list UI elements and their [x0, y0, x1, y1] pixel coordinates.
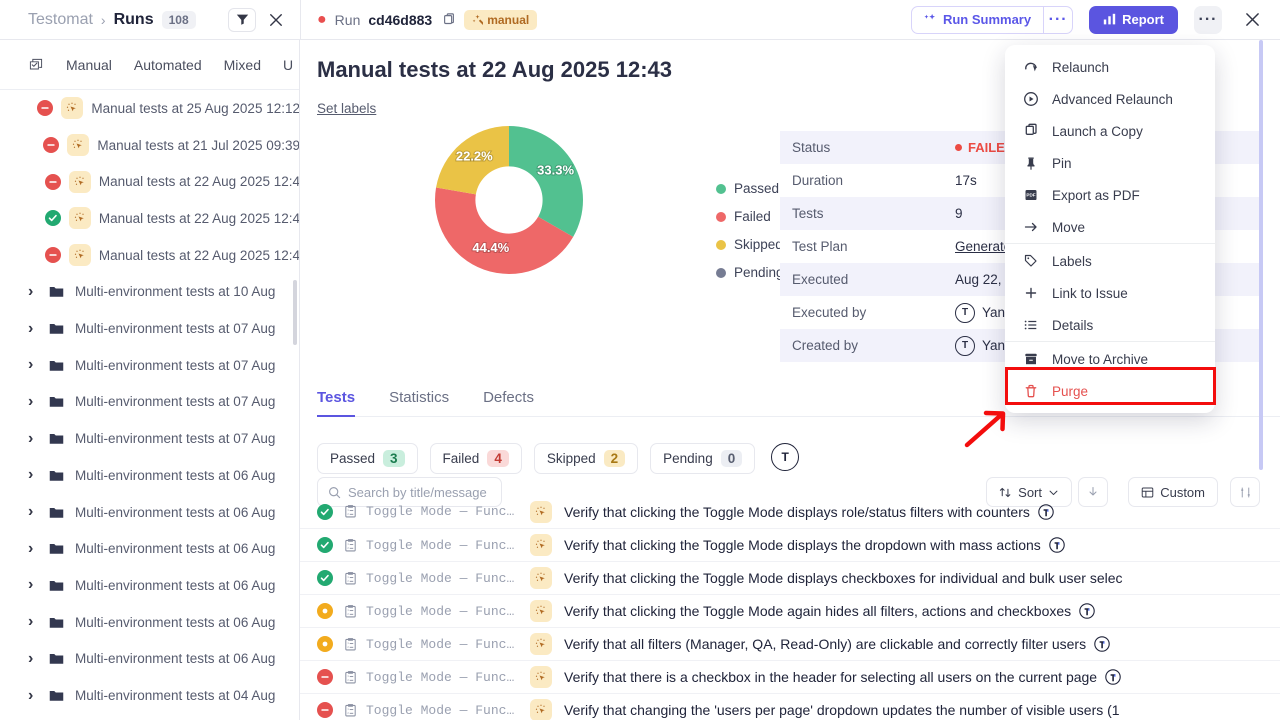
svg-text:PDF: PDF: [1026, 192, 1035, 197]
svg-text:33.3%: 33.3%: [537, 163, 574, 178]
svg-text:1: 1: [347, 576, 349, 579]
svg-text:1: 1: [347, 609, 349, 612]
svg-text:2: 2: [347, 546, 349, 549]
svg-text:2: 2: [347, 612, 349, 615]
svg-text:2: 2: [347, 711, 349, 714]
svg-text:1: 1: [347, 708, 349, 711]
svg-text:1: 1: [347, 543, 349, 546]
svg-text:44.4%: 44.4%: [472, 240, 509, 255]
svg-text:22.2%: 22.2%: [456, 148, 493, 163]
svg-text:1: 1: [347, 675, 349, 678]
svg-text:1: 1: [347, 509, 349, 512]
svg-text:1: 1: [347, 642, 349, 645]
svg-text:2: 2: [347, 579, 349, 582]
svg-text:2: 2: [347, 678, 349, 681]
svg-text:2: 2: [347, 513, 349, 516]
svg-text:2: 2: [347, 645, 349, 648]
